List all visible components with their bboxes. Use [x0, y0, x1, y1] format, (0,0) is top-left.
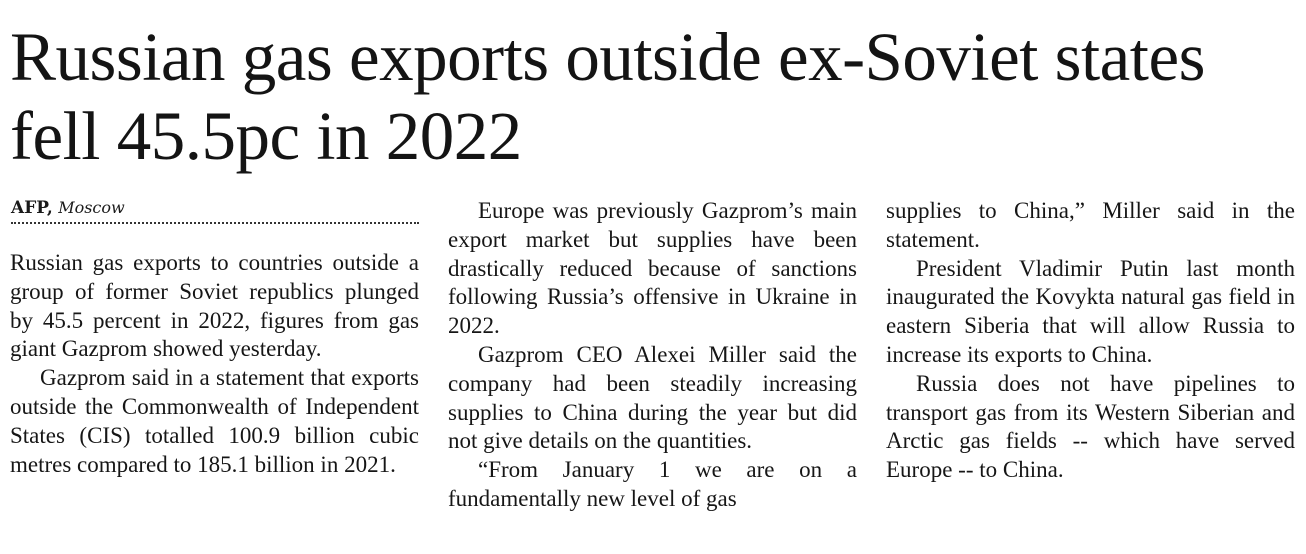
- article-paragraph: Russia does not have pipelines to transp…: [886, 370, 1295, 483]
- byline: AFP, Moscow: [11, 196, 419, 224]
- article-column-2: Europe was previously Gazprom’s main exp…: [448, 197, 857, 514]
- article-paragraph: Gazprom CEO Alexei Miller said the compa…: [448, 341, 857, 454]
- byline-dateline: Moscow: [58, 198, 125, 217]
- article-paragraph-continued: supplies to China,” Miller said in the s…: [886, 198, 1295, 252]
- article-headline: Russian gas exports outside ex-Soviet st…: [10, 19, 1205, 174]
- byline-agency: AFP,: [11, 198, 53, 218]
- article-paragraph: President Vladimir Putin last month inau…: [886, 255, 1295, 367]
- article-column-3: supplies to China,” Miller said in the s…: [886, 197, 1295, 485]
- article-paragraph: “From January 1 we are on a fundamentall…: [448, 457, 857, 511]
- article-paragraph: Europe was previously Gazprom’s main exp…: [448, 198, 857, 339]
- article-paragraph: Gazprom said in a statement that exports…: [10, 365, 419, 477]
- article-paragraph: Russian gas exports to countries outside…: [10, 250, 419, 362]
- article-column-1: Russian gas exports to countries outside…: [10, 249, 419, 479]
